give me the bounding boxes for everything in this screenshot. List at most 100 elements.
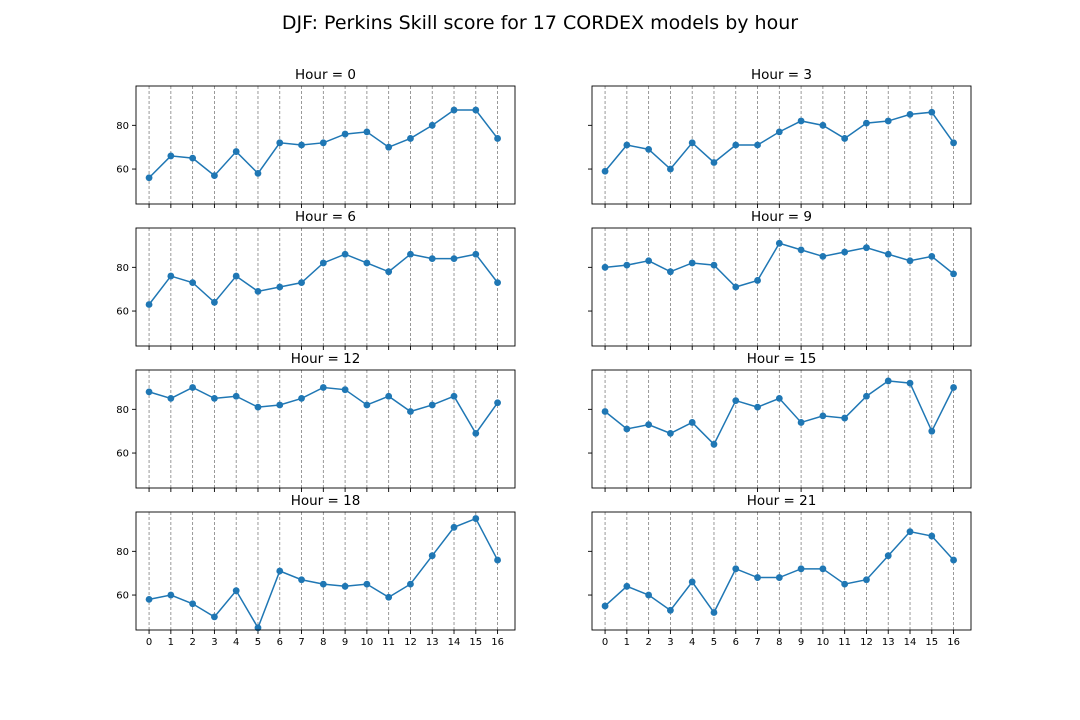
data-point <box>232 392 240 400</box>
data-point <box>688 139 696 147</box>
data-point <box>775 128 783 136</box>
y-tick-label: 60 <box>116 307 129 318</box>
data-point <box>494 556 501 564</box>
data-point <box>710 440 718 448</box>
x-tick-label: 16 <box>491 637 504 648</box>
data-point <box>363 128 371 136</box>
y-tick-label: 80 <box>116 263 129 274</box>
data-point <box>819 412 827 420</box>
figure-title: DJF: Perkins Skill score for 17 CORDEX m… <box>282 12 798 34</box>
data-point <box>841 135 849 142</box>
data-point <box>428 121 436 129</box>
data-point <box>319 259 327 267</box>
data-point <box>232 148 240 155</box>
data-point <box>341 250 349 258</box>
data-point <box>601 263 609 271</box>
data-point <box>884 117 892 125</box>
data-point <box>797 419 805 426</box>
data-point <box>211 298 218 306</box>
data-point <box>645 145 653 153</box>
data-point <box>407 580 414 588</box>
data-point <box>145 174 153 182</box>
x-tick-label: 5 <box>711 637 717 648</box>
data-point <box>884 377 892 385</box>
data-point <box>863 392 870 400</box>
panel-title: Hour = 0 <box>295 67 356 83</box>
data-point <box>906 257 914 265</box>
data-point <box>645 591 653 599</box>
data-point <box>710 261 718 269</box>
panel-hour-3: Hour = 3 <box>588 67 972 208</box>
data-point <box>167 395 175 402</box>
panel-title: Hour = 6 <box>295 209 356 225</box>
panel-hour-0: Hour = 0 60 80 <box>116 67 516 208</box>
data-point <box>775 395 783 402</box>
data-point <box>754 141 761 149</box>
data-point <box>472 106 480 114</box>
data-point <box>189 154 197 162</box>
data-point <box>950 556 957 564</box>
data-point <box>385 392 393 400</box>
y-tick-label: 60 <box>116 449 129 460</box>
data-point <box>819 565 827 573</box>
data-point <box>428 255 436 262</box>
data-point <box>319 384 327 391</box>
data-point <box>319 139 327 147</box>
axes-frame <box>591 227 972 347</box>
x-tick-label: 12 <box>404 637 417 648</box>
data-point <box>276 283 284 291</box>
x-tick-label: 4 <box>233 637 239 648</box>
y-tick-label: 80 <box>116 405 129 416</box>
data-point <box>732 397 740 404</box>
data-point <box>841 248 849 256</box>
axes-frame <box>591 369 972 489</box>
data-point <box>472 515 480 522</box>
x-tick-label: 14 <box>904 637 917 648</box>
data-point <box>884 552 892 560</box>
x-tick-label: 14 <box>448 637 461 648</box>
y-tick-label: 60 <box>116 591 129 602</box>
data-point <box>623 261 631 269</box>
data-point <box>906 528 914 536</box>
data-point <box>472 250 480 258</box>
data-point <box>950 139 957 147</box>
data-point <box>211 172 218 179</box>
data-point <box>450 523 458 531</box>
x-tick-label: 6 <box>277 637 283 648</box>
data-point <box>950 270 957 278</box>
data-point <box>298 141 305 149</box>
data-point <box>341 130 349 138</box>
data-point <box>623 582 631 590</box>
x-tick-label: 1 <box>624 637 630 648</box>
x-tick-label: 8 <box>320 637 326 648</box>
data-point <box>341 582 349 590</box>
x-tick-label: 13 <box>426 637 439 648</box>
x-tick-label: 7 <box>754 637 760 648</box>
data-point <box>797 246 805 254</box>
axes-frame <box>135 511 516 631</box>
x-tick-label: 11 <box>382 637 395 648</box>
data-point <box>884 250 892 258</box>
panel-hour-6: Hour = 6 60 80 <box>116 209 516 350</box>
y-tick-label: 80 <box>116 121 129 132</box>
x-tick-label: 9 <box>798 637 804 648</box>
data-point <box>450 106 458 114</box>
data-point <box>385 268 393 276</box>
data-point <box>667 165 674 173</box>
data-point <box>363 580 371 588</box>
data-point <box>298 395 305 402</box>
data-point <box>254 624 262 632</box>
data-point <box>145 388 153 396</box>
data-point <box>167 591 175 599</box>
panel-title: Hour = 3 <box>751 67 812 83</box>
data-point <box>167 152 175 160</box>
x-tick-label: 15 <box>925 637 938 648</box>
x-tick-label: 16 <box>947 637 960 648</box>
data-point <box>841 580 849 588</box>
data-point <box>797 565 805 573</box>
data-point <box>211 613 218 621</box>
data-point <box>276 139 284 147</box>
data-point <box>319 580 327 588</box>
axes-frame <box>135 369 516 489</box>
data-point <box>211 395 218 402</box>
